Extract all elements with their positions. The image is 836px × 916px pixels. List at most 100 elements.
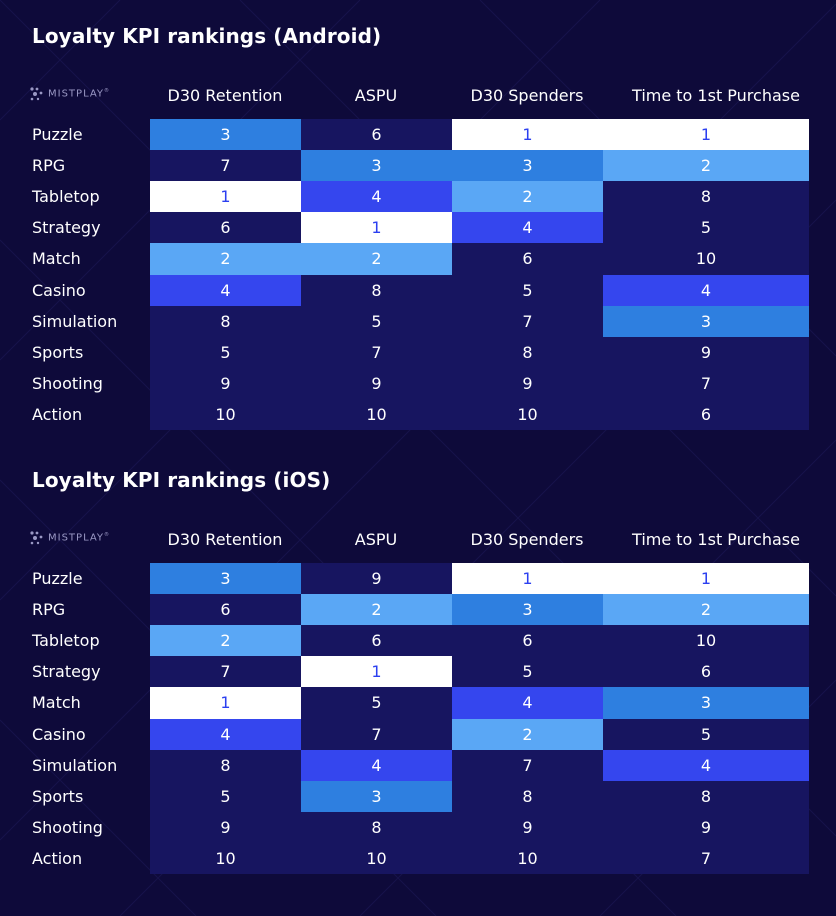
rank-cell: 2 — [603, 594, 809, 626]
rank-cell: 1 — [301, 656, 452, 688]
column-header: D30 Retention — [167, 86, 283, 105]
row-label: Sports — [32, 342, 84, 362]
rank-cell: 5 — [150, 336, 301, 369]
rank-cell: 8 — [301, 811, 452, 844]
row-label: Shooting — [32, 373, 103, 393]
rank-cell: 8 — [452, 336, 603, 369]
row-label: Strategy — [32, 218, 101, 238]
rank-cell: 10 — [452, 398, 603, 431]
row-label: RPG — [32, 600, 66, 620]
mistplay-logo-icon — [30, 531, 43, 545]
rank-cell: 4 — [301, 181, 452, 213]
chart-title-android: Loyalty KPI rankings (Android) — [32, 24, 382, 48]
rank-cell: 9 — [150, 811, 301, 844]
rank-cell: 10 — [603, 625, 809, 657]
rank-cell: 1 — [150, 687, 301, 719]
rank-cell: 4 — [150, 718, 301, 751]
row-label: Casino — [32, 724, 86, 744]
rank-cell: 5 — [452, 274, 603, 307]
rank-cell: 10 — [603, 243, 809, 275]
rank-cell: 5 — [452, 656, 603, 688]
rank-cell: 8 — [603, 181, 809, 213]
rank-cell: 7 — [452, 749, 603, 782]
rank-cell: 4 — [603, 274, 809, 307]
rank-cell: 2 — [452, 718, 603, 751]
rank-cell: 6 — [452, 243, 603, 275]
mistplay-logo-icon — [30, 87, 43, 101]
row-label: Puzzle — [32, 569, 83, 588]
rank-cell: 6 — [603, 398, 809, 431]
rank-cell: 5 — [603, 212, 809, 244]
rank-cell: 2 — [603, 150, 809, 182]
rank-cell: 8 — [150, 749, 301, 782]
rank-cell: 4 — [301, 749, 452, 782]
rank-cell: 4 — [452, 212, 603, 244]
rank-cell: 4 — [603, 749, 809, 782]
rank-cell: 9 — [452, 367, 603, 400]
rank-cell: 8 — [603, 780, 809, 813]
rank-cell: 9 — [603, 336, 809, 369]
rank-cell: 1 — [150, 181, 301, 213]
rank-cell: 5 — [150, 780, 301, 813]
chart-title-ios: Loyalty KPI rankings (iOS) — [32, 468, 331, 492]
rank-cell: 1 — [603, 119, 809, 151]
rank-cell: 7 — [150, 656, 301, 688]
rank-cell: 10 — [301, 842, 452, 875]
rank-cell: 2 — [301, 594, 452, 626]
rank-cell: 2 — [150, 625, 301, 657]
rank-cell: 2 — [301, 243, 452, 275]
column-header: Time to 1st Purchase — [632, 86, 800, 105]
rank-cell: 7 — [301, 336, 452, 369]
rank-cell: 2 — [150, 243, 301, 275]
rank-cell: 9 — [150, 367, 301, 400]
rank-cell: 5 — [603, 718, 809, 751]
rank-cell: 6 — [150, 212, 301, 244]
column-header: D30 Spenders — [470, 530, 584, 549]
column-header: D30 Retention — [167, 530, 283, 549]
row-label: Action — [32, 848, 83, 868]
rank-cell: 6 — [301, 119, 452, 151]
rank-cell: 9 — [301, 367, 452, 400]
rank-cell: 6 — [150, 594, 301, 626]
rank-cell: 3 — [150, 119, 301, 151]
row-label: Match — [32, 693, 81, 713]
row-label: Tabletop — [32, 187, 100, 207]
rank-cell: 7 — [452, 305, 603, 338]
column-header: D30 Spenders — [470, 86, 584, 105]
mistplay-logo-text: MISTPLAY® — [48, 88, 111, 100]
rank-cell: 7 — [150, 150, 301, 182]
rank-cell: 1 — [301, 212, 452, 244]
row-label: Strategy — [32, 662, 101, 682]
rank-cell: 3 — [452, 594, 603, 626]
rank-cell: 1 — [452, 563, 603, 595]
rank-cell: 8 — [301, 274, 452, 307]
row-label: Simulation — [32, 311, 118, 331]
rank-cell: 8 — [452, 780, 603, 813]
rank-cell: 1 — [603, 563, 809, 595]
rank-cell: 3 — [603, 687, 809, 719]
rank-cell: 9 — [452, 811, 603, 844]
rank-cell: 8 — [150, 305, 301, 338]
rank-cell: 3 — [452, 150, 603, 182]
rank-cell: 10 — [150, 398, 301, 431]
rank-cell: 6 — [301, 625, 452, 657]
row-label: Puzzle — [32, 125, 83, 144]
rank-cell: 7 — [603, 842, 809, 875]
rank-cell: 3 — [301, 780, 452, 813]
row-label: Action — [32, 404, 83, 424]
rank-cell: 1 — [452, 119, 603, 151]
mistplay-logo: MISTPLAY® — [29, 86, 110, 102]
row-label: Simulation — [32, 755, 118, 775]
mistplay-logo-text: MISTPLAY® — [48, 532, 111, 544]
rank-cell: 3 — [603, 305, 809, 338]
mistplay-logo: MISTPLAY® — [29, 530, 110, 546]
row-label: Casino — [32, 280, 86, 300]
rank-cell: 5 — [301, 687, 452, 719]
rank-cell: 7 — [301, 718, 452, 751]
row-label: Match — [32, 249, 81, 269]
column-header: ASPU — [354, 530, 398, 549]
rank-cell: 9 — [301, 563, 452, 595]
column-header: Time to 1st Purchase — [632, 530, 800, 549]
rank-cell: 9 — [603, 811, 809, 844]
rank-cell: 10 — [301, 398, 452, 431]
